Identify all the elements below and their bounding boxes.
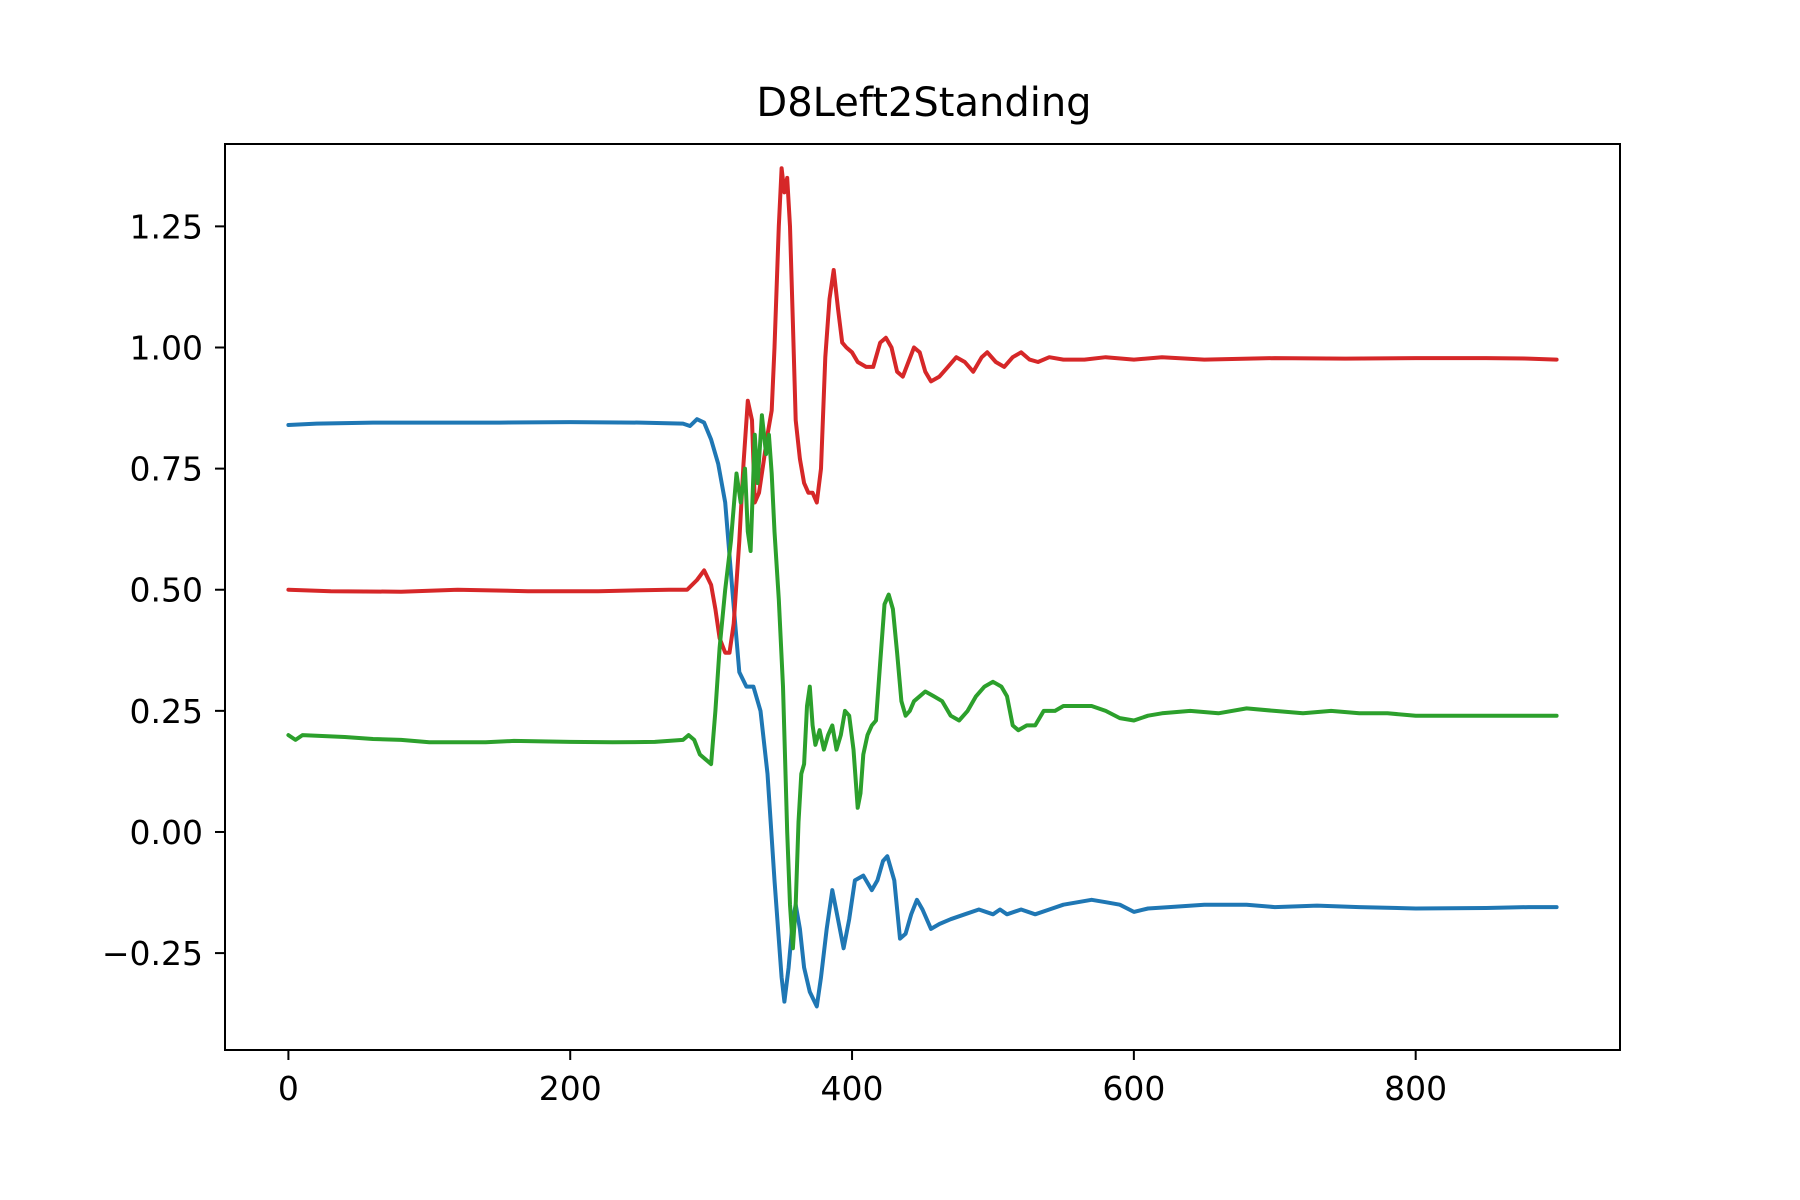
x-tick-label: 200 <box>539 1069 602 1108</box>
plot-frame <box>224 143 1621 1051</box>
x-tick-label: 800 <box>1384 1069 1447 1108</box>
series-line-3 <box>286 413 1559 951</box>
y-tick-label: 0.00 <box>130 813 203 852</box>
x-tick-label: 400 <box>821 1069 884 1108</box>
series-layer <box>286 166 1559 1009</box>
y-tick-label: 0.75 <box>130 450 203 489</box>
y-tick-label: 1.00 <box>130 328 203 367</box>
series-line-1 <box>286 417 1559 1009</box>
x-axis: 0 200 400 600 800 <box>278 1050 1447 1108</box>
y-tick-label: 0.25 <box>130 692 203 731</box>
y-axis: −0.25 0.00 0.25 0.50 0.75 1.00 1.25 <box>102 207 225 973</box>
y-tick-label: 0.50 <box>130 571 203 610</box>
x-tick-label: 0 <box>278 1069 299 1108</box>
y-tick-label: −0.25 <box>102 934 203 973</box>
chart-title: D8Left2Standing <box>756 80 1091 126</box>
y-tick-label: 1.25 <box>130 207 203 246</box>
x-tick-label: 600 <box>1102 1069 1165 1108</box>
series-line-2 <box>286 166 1559 655</box>
